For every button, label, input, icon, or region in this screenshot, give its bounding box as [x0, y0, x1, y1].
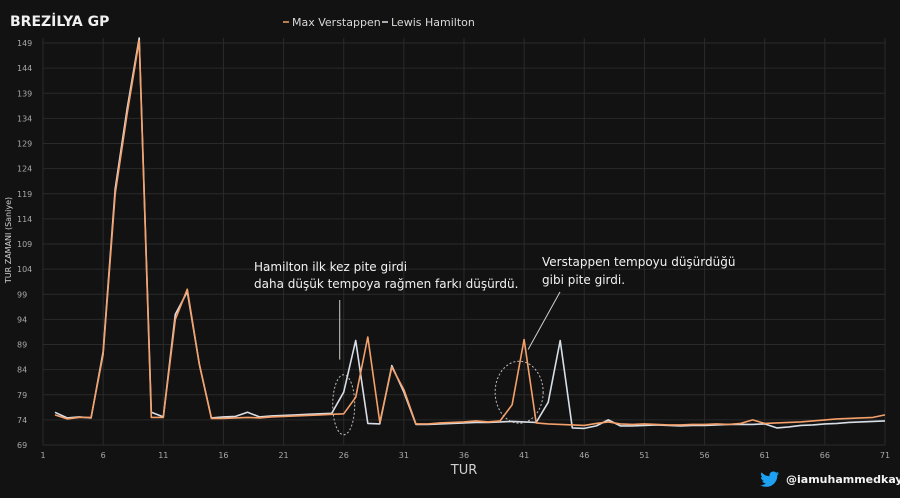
- y-tick-label: 124: [17, 165, 32, 174]
- annotation-hamilton-line-1: Hamilton ilk kez pite girdi: [254, 260, 407, 274]
- y-tick-label: 119: [17, 190, 32, 199]
- y-tick-label: 134: [17, 114, 32, 123]
- annotation-verstappen-circle: [494, 360, 544, 424]
- x-axis-label: TUR: [450, 463, 478, 478]
- y-tick-label: 104: [17, 265, 32, 274]
- x-tick-label: 41: [519, 451, 529, 460]
- y-tick-label: 99: [17, 290, 27, 299]
- y-tick-label: 79: [17, 391, 27, 400]
- series-line-verstappen: [54, 39, 886, 427]
- y-tick-label: 109: [17, 240, 32, 249]
- x-tick-label: 36: [459, 451, 469, 460]
- annotation-verstappen-line-1: Verstappen tempoyu düşürdüğü: [542, 255, 735, 269]
- watermark: @iamuhammedkaya: [760, 471, 900, 487]
- x-tick-label: 66: [820, 451, 830, 460]
- legend-label-hamilton: Lewis Hamilton: [391, 16, 475, 29]
- x-tick-label: 16: [218, 451, 228, 460]
- y-tick-label: 89: [17, 341, 27, 350]
- legend: Max Verstappen Lewis Hamilton: [283, 16, 475, 29]
- x-tick-label: 51: [639, 451, 649, 460]
- annotation-hamilton-circle: [332, 374, 356, 436]
- watermark-handle: @iamuhammedkaya: [786, 473, 900, 486]
- annotation-verstappen: Verstappen tempoyu düşürdüğü gibi pite g…: [542, 255, 735, 287]
- legend-label-verstappen: Max Verstappen: [292, 16, 381, 29]
- annotation-shapes: [332, 291, 561, 436]
- y-tick-label: 149: [17, 39, 32, 48]
- y-tick-label: 84: [17, 366, 27, 375]
- y-tick-label: 69: [17, 441, 27, 450]
- series-lines: [54, 37, 886, 430]
- y-tick-label: 129: [17, 140, 32, 149]
- x-tick-label: 56: [699, 451, 709, 460]
- x-tick-label: 71: [880, 451, 890, 460]
- x-tick-label: 1: [40, 451, 45, 460]
- y-tick-label: 74: [17, 416, 27, 425]
- grid: [42, 38, 886, 446]
- x-tick-label: 31: [399, 451, 409, 460]
- y-tick-label: 139: [17, 89, 32, 98]
- x-tick-label: 21: [278, 451, 288, 460]
- y-axis-label: TUR ZAMANI (Saniye): [4, 197, 13, 284]
- axis-ticks: 6974798489949910410911411912412913413914…: [17, 39, 890, 460]
- x-tick-label: 11: [158, 451, 168, 460]
- annotation-verstappen-line-2: gibi pite girdi.: [542, 273, 625, 287]
- x-tick-label: 6: [101, 451, 106, 460]
- annotation-hamilton: Hamilton ilk kez pite girdi daha düşük t…: [254, 260, 518, 291]
- y-tick-label: 114: [17, 215, 32, 224]
- annotation-verstappen-pointer: [527, 291, 561, 350]
- y-tick-label: 94: [17, 315, 27, 324]
- x-tick-label: 61: [760, 451, 770, 460]
- x-tick-label: 46: [579, 451, 589, 460]
- x-tick-label: 26: [339, 451, 349, 460]
- twitter-bird-icon: [760, 471, 780, 487]
- annotation-hamilton-line-2: daha düşük tempoya rağmen farkı düşürdü.: [254, 277, 518, 291]
- chart-title: BREZİLYA GP: [10, 13, 109, 30]
- y-tick-label: 144: [17, 64, 32, 73]
